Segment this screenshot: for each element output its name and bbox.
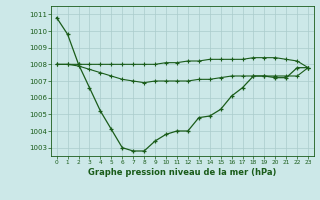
X-axis label: Graphe pression niveau de la mer (hPa): Graphe pression niveau de la mer (hPa) (88, 168, 276, 177)
